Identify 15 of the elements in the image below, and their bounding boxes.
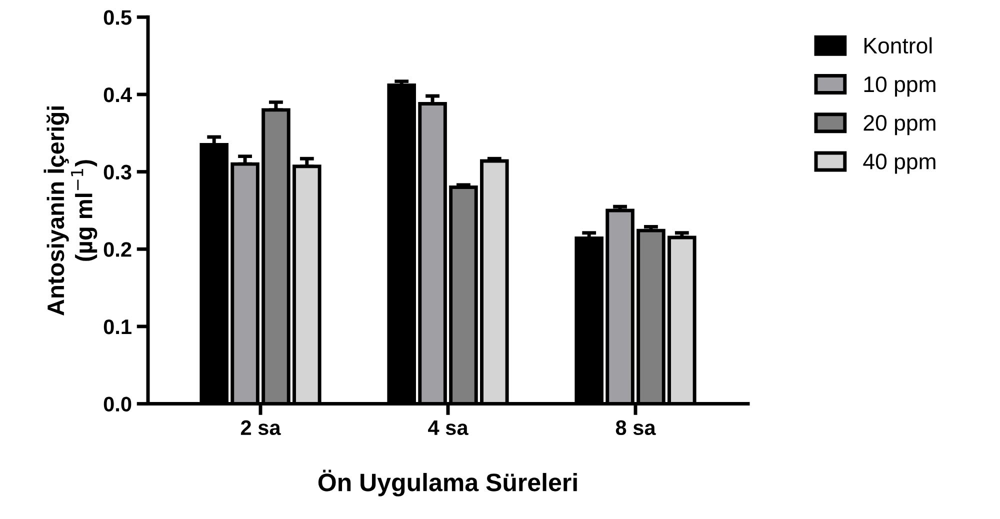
- y-tick-label: 0.5: [104, 10, 132, 25]
- legend-label: 40 ppm: [863, 154, 936, 174]
- legend-label: Kontrol: [864, 37, 932, 54]
- x-tick-label: 8 sa: [616, 420, 656, 436]
- y-tick-label: 0.2: [104, 242, 132, 257]
- y-tick-label: 0.1: [104, 319, 132, 334]
- legend-label: 10 ppm: [864, 76, 936, 97]
- y-tick-label: 0.3: [104, 164, 132, 180]
- x-tick-label: 4 sa: [428, 420, 468, 436]
- x-axis-title: Ön Uygulama Süreleri: [318, 470, 577, 496]
- x-tick-label: 2 sa: [240, 420, 281, 436]
- legend-label: 20 ppm: [864, 115, 936, 136]
- y-tick-label: 0.4: [104, 87, 132, 102]
- y-tick-label: 0.0: [104, 396, 132, 412]
- y-axis-title: Antosiyanin İçeriği (µg ml$^{−1}$): [44, 106, 98, 316]
